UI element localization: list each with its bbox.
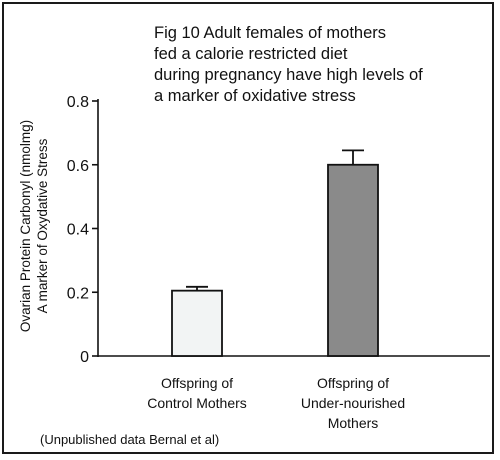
category-labels: Offspring of Control Mothers Offspring of U… xyxy=(147,375,405,431)
bar-chart: Fig 10 Adult females of mothers fed a cal… xyxy=(18,24,490,447)
figure-frame: Fig 10 Adult females of mothers fed a cal… xyxy=(2,2,494,454)
y-tick-label: 0 xyxy=(80,349,89,366)
bars xyxy=(171,149,379,357)
y-tick-label: 0.6 xyxy=(67,158,89,175)
title-line: fed a calorie restricted diet xyxy=(154,45,348,63)
category-label: Offspring of Control Mothers xyxy=(147,375,247,411)
category-label-line: Offspring of xyxy=(317,375,389,391)
y-tick-label: 0.4 xyxy=(67,222,89,239)
y-axis-title-line: Ovarian Protein Carbonyl (nmolmg) xyxy=(18,120,33,332)
y-axis-title: Ovarian Protein Carbonyl (nmolmg) A marke… xyxy=(18,120,50,332)
source-note: (Unpublished data Bernal et al) xyxy=(40,432,219,447)
title-line: during pregnancy have high levels of xyxy=(154,66,423,84)
y-tick-label: 0.8 xyxy=(67,94,89,111)
y-tick-label: 0.2 xyxy=(67,285,89,302)
bar xyxy=(327,163,379,357)
title-line: a marker of oxidative stress xyxy=(154,87,356,105)
chart-title: Fig 10 Adult females of mothers fed a cal… xyxy=(154,24,423,105)
y-axis-label: Ovarian Protein Carbonyl (nmolmg) A marke… xyxy=(18,120,50,332)
bar xyxy=(171,289,223,357)
axes: 0 0.2 0.4 0.6 0.8 xyxy=(67,94,490,366)
title-line: Fig 10 Adult females of mothers xyxy=(154,24,386,42)
category-label-line: Offspring of xyxy=(161,375,233,391)
category-label-line: Under-nourished xyxy=(301,395,405,411)
category-label-line: Control Mothers xyxy=(147,395,247,411)
category-label-line: Mothers xyxy=(328,415,379,431)
y-axis-title-line: A marker of Oxydative Stress xyxy=(35,138,50,313)
category-label: Offspring of Under-nourished Mothers xyxy=(301,375,405,431)
